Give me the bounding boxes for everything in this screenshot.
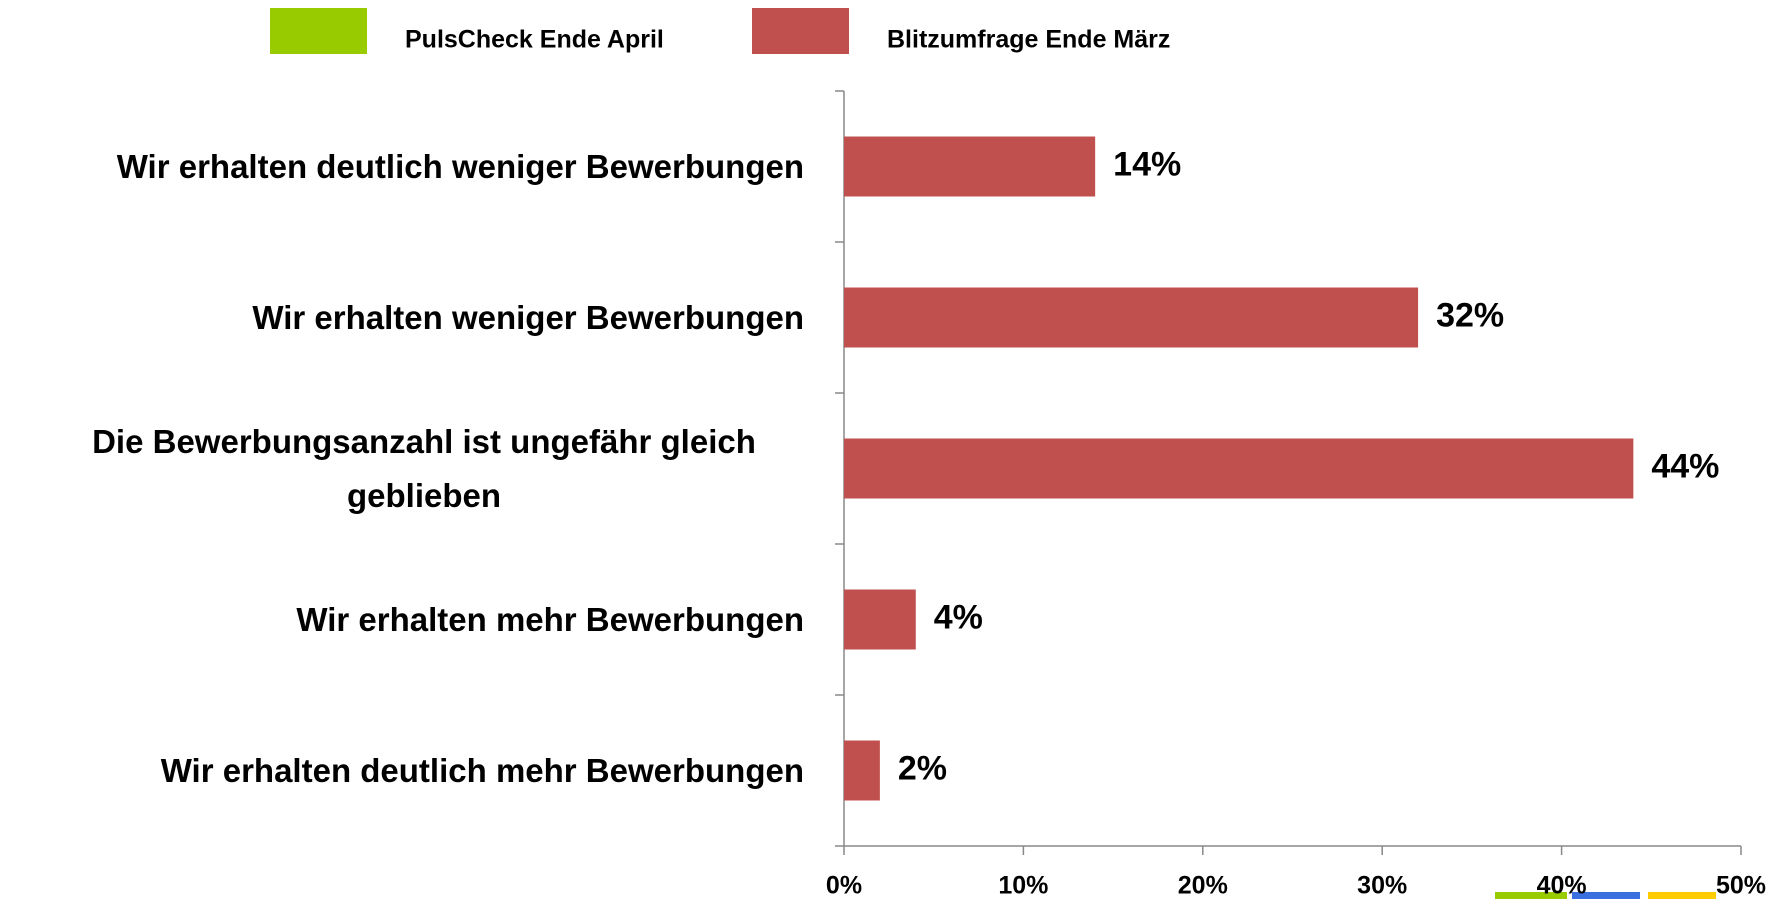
bar xyxy=(844,287,1419,348)
bar xyxy=(844,136,1096,197)
x-tick-label: 50% xyxy=(1716,872,1766,899)
data-label: 4% xyxy=(934,598,983,636)
data-label: 14% xyxy=(1113,145,1181,183)
x-tick-label: 20% xyxy=(1178,872,1228,899)
data-label: 44% xyxy=(1651,447,1719,485)
legend-label: Blitzumfrage Ende März xyxy=(887,26,1170,54)
legend-label: PulsCheck Ende April xyxy=(405,26,664,54)
legend-swatch xyxy=(270,8,367,54)
legend-swatch xyxy=(752,8,849,54)
x-tick-label: 40% xyxy=(1537,872,1587,899)
data-label: 32% xyxy=(1436,296,1504,334)
bar xyxy=(844,438,1634,499)
x-tick-label: 10% xyxy=(998,872,1048,899)
decoration xyxy=(1572,892,1640,899)
y-tick-label: Wir erhalten deutlich mehr Bewerbungen xyxy=(160,751,804,789)
x-tick-label: 0% xyxy=(826,872,862,899)
bar xyxy=(844,589,916,650)
y-tick-label: Die Bewerbungsanzahl ist ungefähr gleich… xyxy=(92,422,756,514)
y-tick-label: Wir erhalten mehr Bewerbungen xyxy=(296,600,804,638)
decoration xyxy=(1495,892,1567,899)
data-label: 2% xyxy=(898,749,947,787)
y-tick-label: Wir erhalten deutlich weniger Bewerbunge… xyxy=(116,147,804,185)
decoration xyxy=(1648,892,1716,899)
x-tick-label: 30% xyxy=(1357,872,1407,899)
bar xyxy=(844,740,880,801)
y-tick-label: Wir erhalten weniger Bewerbungen xyxy=(252,298,804,336)
